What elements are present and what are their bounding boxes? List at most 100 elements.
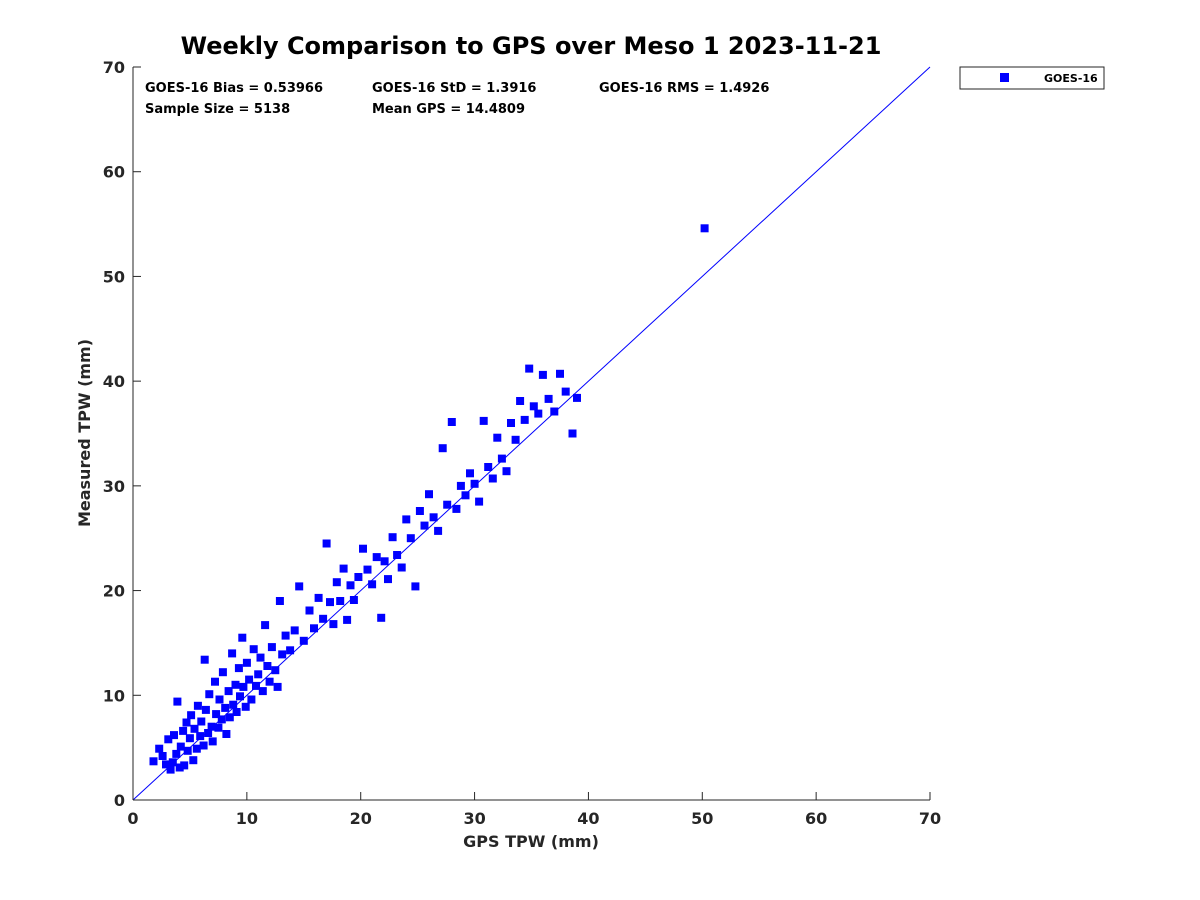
data-point [363, 565, 372, 574]
data-point [212, 710, 221, 719]
data-point [415, 507, 424, 515]
data-point [290, 626, 299, 635]
x-tick-label: 60 [805, 809, 827, 828]
data-point [452, 504, 461, 513]
data-point [196, 732, 205, 741]
data-point [434, 526, 443, 535]
points-series-goes16 [149, 224, 709, 774]
data-point [271, 666, 280, 675]
data-point [568, 429, 577, 438]
data-point [205, 690, 214, 699]
x-tick-label: 20 [350, 809, 372, 828]
y-tick-label: 20 [103, 582, 125, 601]
data-point [211, 677, 219, 686]
data-point [336, 597, 345, 605]
data-point [339, 564, 348, 573]
data-point [299, 636, 308, 645]
data-point [258, 687, 267, 696]
data-point [305, 606, 314, 615]
data-point [479, 416, 488, 425]
data-point [484, 463, 493, 471]
y-tick-label: 70 [103, 58, 125, 77]
data-point [199, 741, 208, 750]
y-axis-ticks: 0 10 20 30 40 50 60 70 [103, 58, 141, 810]
data-point [217, 715, 226, 724]
data-point [561, 387, 570, 396]
annotation-std: GOES-16 StD = 1.3916 [372, 81, 536, 96]
data-point [411, 582, 420, 591]
data-point [349, 596, 358, 604]
legend-box [959, 66, 1105, 90]
data-point [429, 513, 438, 522]
data-point [234, 664, 243, 673]
y-axis-label: Measured TPW (mm) [75, 339, 94, 527]
data-point [507, 419, 515, 427]
data-point [256, 653, 265, 662]
data-point [420, 521, 429, 530]
data-point [208, 737, 217, 746]
stats-annotations: GOES-16 Bias = 0.53966 GOES-16 StD = 1.3… [145, 81, 769, 117]
data-point [231, 680, 240, 689]
data-point [164, 735, 173, 744]
data-point [538, 370, 547, 379]
data-point [397, 563, 406, 572]
data-point [261, 621, 270, 630]
data-point [447, 418, 456, 426]
data-point [525, 364, 534, 373]
data-point [281, 631, 290, 640]
data-point [173, 697, 182, 706]
data-point [254, 670, 263, 679]
data-point [332, 578, 341, 587]
data-point [232, 708, 241, 716]
data-point [343, 615, 352, 624]
annotation-mean-gps: Mean GPS = 14.4809 [372, 102, 525, 117]
annotation-sample-size: Sample Size = 5138 [145, 102, 290, 117]
y-tick-label: 50 [103, 267, 125, 286]
legend: GOES-16 [959, 66, 1105, 90]
annotation-rms: GOES-16 RMS = 1.4926 [599, 81, 769, 96]
data-point [470, 479, 479, 488]
data-point [180, 761, 189, 770]
data-point [149, 757, 158, 766]
data-point [229, 700, 238, 709]
data-point [267, 643, 276, 652]
data-point [245, 675, 254, 684]
data-point [286, 646, 295, 655]
data-point [488, 474, 497, 483]
data-point [275, 597, 284, 605]
data-point [466, 469, 474, 478]
x-tick-label: 30 [463, 809, 485, 828]
plot-area: 0 10 20 30 40 50 60 70 0 10 20 30 40 50 60 70 [103, 58, 941, 828]
x-tick-label: 0 [127, 809, 138, 828]
data-point [185, 734, 194, 743]
data-point [438, 444, 447, 453]
data-point [700, 224, 709, 233]
x-tick-label: 70 [919, 809, 941, 828]
data-point [170, 731, 178, 740]
data-point [475, 497, 484, 506]
chart-title: Weekly Comparison to GPS over Meso 1 202… [181, 32, 882, 60]
data-point [380, 557, 389, 566]
data-point [158, 752, 167, 760]
data-point [573, 393, 581, 402]
data-point [252, 681, 260, 690]
data-point [326, 598, 334, 607]
data-point [377, 613, 386, 622]
data-point [207, 722, 216, 731]
data-point [238, 633, 247, 642]
data-point [204, 729, 213, 737]
data-point [273, 682, 282, 691]
data-point [166, 765, 175, 774]
data-point [372, 553, 381, 562]
data-point [534, 409, 543, 418]
data-point [197, 717, 206, 726]
data-point [168, 758, 177, 767]
data-point [236, 692, 244, 701]
data-point [384, 575, 392, 584]
data-point [214, 723, 223, 732]
data-point [502, 467, 511, 476]
data-point [187, 711, 196, 720]
data-point [497, 454, 506, 463]
data-point [393, 551, 402, 559]
